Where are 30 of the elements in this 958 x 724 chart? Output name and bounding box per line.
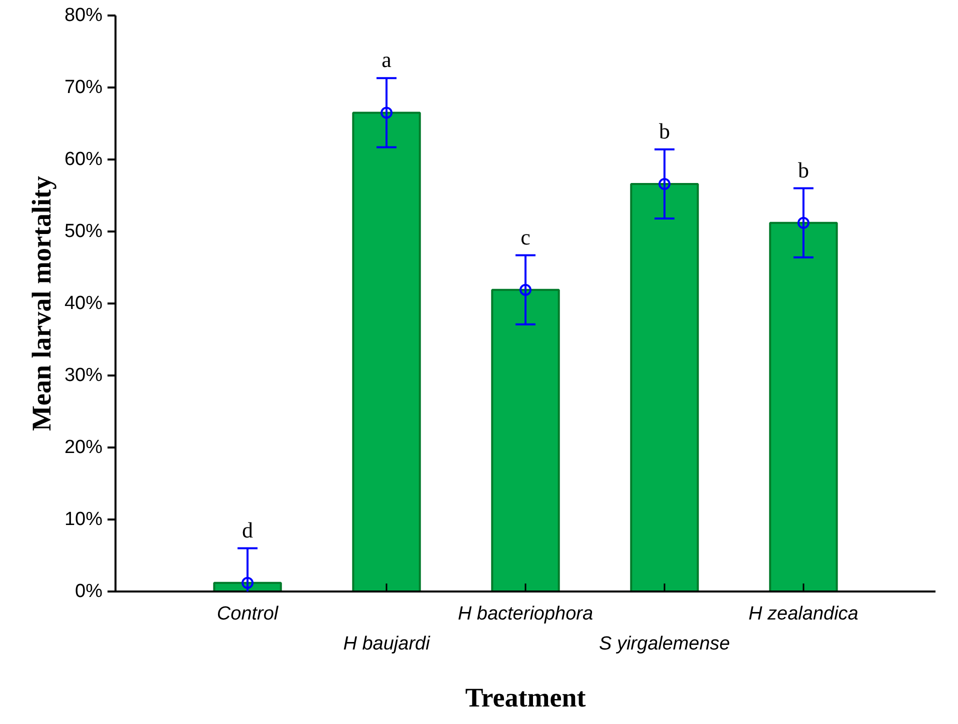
point xyxy=(520,284,532,296)
y-tick-label: 60% xyxy=(64,149,103,170)
annotation: d xyxy=(242,517,254,542)
bar xyxy=(769,222,838,592)
x-tick-label: Control xyxy=(216,604,279,624)
y-tick-label: 10% xyxy=(64,509,103,530)
annotation: b xyxy=(798,157,809,182)
y-tick-label: 30% xyxy=(64,365,103,386)
bar xyxy=(491,288,560,592)
y-tick-label: 70% xyxy=(64,77,103,98)
y-tick-label: 40% xyxy=(64,293,103,314)
y-axis-title: Mean larval mortality xyxy=(26,176,56,431)
x-tick-label: H baujardi xyxy=(343,634,431,654)
y-tick-label: 50% xyxy=(64,221,103,242)
y-tick-label: 80% xyxy=(64,5,103,26)
x-axis-title: Treatment xyxy=(465,682,586,712)
x-tick-label: S yirgalemense xyxy=(599,634,730,654)
y-tick-label: 0% xyxy=(75,581,103,602)
y-tick-label: 20% xyxy=(64,437,103,458)
x-tick-label: H zealandica xyxy=(748,604,858,624)
annotation: a xyxy=(382,47,392,72)
point xyxy=(380,106,393,119)
point xyxy=(797,216,810,229)
point xyxy=(658,178,670,190)
bar xyxy=(352,112,421,592)
point xyxy=(242,576,254,589)
annotation: b xyxy=(658,118,670,144)
x-tick-label: H bacteriophora xyxy=(458,604,594,624)
bar xyxy=(630,182,699,592)
annotation: c xyxy=(520,224,531,250)
